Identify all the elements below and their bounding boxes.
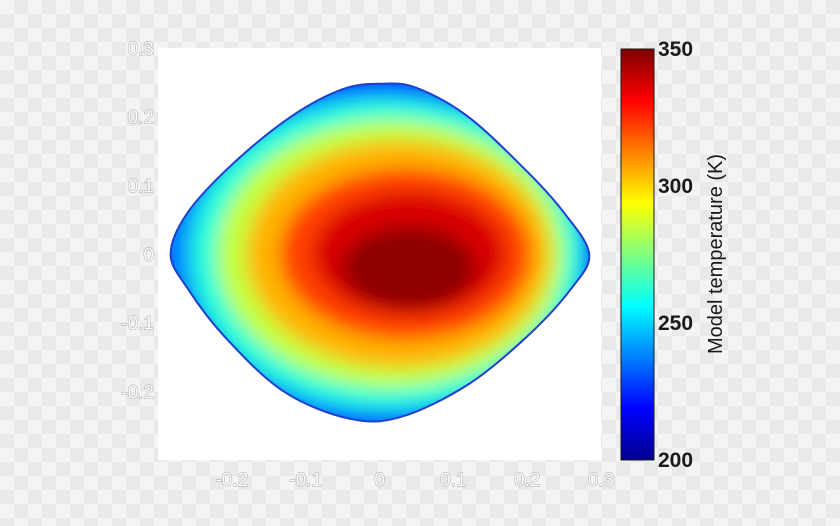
x-tick-label: -0.1 xyxy=(289,470,322,491)
colorbar-ticks: 350 300 250 200 xyxy=(658,38,693,472)
colorbar-tick-label: 350 xyxy=(658,38,693,61)
x-tick-label: 0 xyxy=(374,470,385,491)
colorbar xyxy=(620,48,655,461)
x-tick-label: -0.2 xyxy=(215,470,248,491)
y-tick-label: 0 xyxy=(143,245,154,266)
colorbar-tick-label: 300 xyxy=(658,175,693,198)
colorbar-tick-label: 200 xyxy=(658,449,693,472)
y-tick-label: -0.2 xyxy=(121,382,154,403)
temperature-zone-6 xyxy=(342,226,476,309)
y-tick-label: 0.3 xyxy=(128,39,154,60)
colorbar-label: Model temperature (K) xyxy=(705,154,727,354)
y-tick-label: 0.2 xyxy=(128,108,154,129)
x-tick-label: 0.1 xyxy=(440,470,466,491)
colorbar-tick-label: 250 xyxy=(658,312,693,335)
y-tick-label: 0.1 xyxy=(128,176,154,197)
x-tick-label: 0.3 xyxy=(588,470,614,491)
x-tick-label: 0.2 xyxy=(514,470,540,491)
shape-outline xyxy=(169,82,591,423)
x-axis-ticks: -0.2 -0.1 0 0.1 0.2 0.3 xyxy=(215,470,615,492)
temperature-zones xyxy=(170,83,590,422)
y-tick-label: -0.1 xyxy=(121,314,154,335)
y-axis-ticks: 0.3 0.2 0.1 0 -0.1 -0.2 xyxy=(121,39,155,404)
